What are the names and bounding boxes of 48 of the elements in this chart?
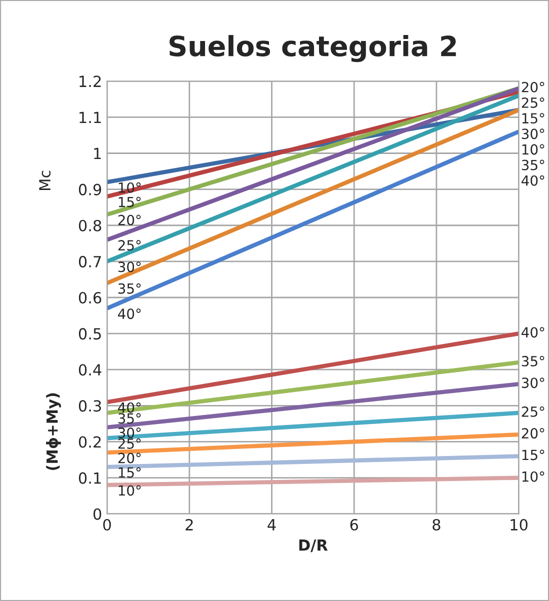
y-tick-label: 0.3: [78, 400, 101, 412]
text: 25°: [522, 97, 544, 108]
y-tick-label: 1.2: [80, 76, 101, 87]
series-label: 15°: [118, 196, 141, 208]
x-tick-label: 8: [432, 518, 440, 531]
y-tick-label: 0.2: [78, 436, 101, 448]
text: 35°: [522, 356, 544, 366]
y-axis-title: Mc: [39, 170, 51, 190]
text: 35°: [522, 160, 544, 170]
chart-title: Suelos categoria 2: [170, 35, 456, 62]
y-tick-label: 0.8: [78, 220, 102, 232]
series-label: 35°: [118, 283, 141, 294]
text: 30°: [522, 128, 544, 140]
series-label: 35°: [118, 413, 141, 424]
series-label: 25°: [118, 240, 141, 251]
series-label: 25°: [118, 438, 141, 449]
text: 10°: [522, 144, 544, 155]
y-tick-label: 0.1: [78, 472, 101, 484]
text: 30°: [522, 378, 544, 388]
y-tick-label: 1: [94, 148, 101, 160]
y-tick-label: 0.5: [78, 328, 101, 340]
x-axis-title: D/R: [299, 540, 328, 552]
y-tick-label: 0.7: [78, 256, 101, 268]
y-tick-label: 0.4: [78, 364, 102, 376]
x-tick-label: 6: [350, 518, 358, 531]
series-label: 20°: [522, 82, 544, 92]
text: (Mϕ+My): [46, 393, 61, 470]
series-label: 40°: [118, 308, 141, 320]
series-label: 30°: [118, 262, 141, 272]
text: 20°: [118, 214, 141, 226]
text: 10°: [522, 471, 544, 482]
series-label: 20°: [118, 452, 141, 464]
text: 25°: [522, 406, 544, 417]
text: 15°: [522, 450, 544, 460]
y-tick-label: 0: [93, 508, 102, 520]
text: 15°: [522, 113, 544, 124]
x-tick-label: 0: [103, 518, 111, 531]
series-label: 10°: [118, 485, 141, 496]
text: 40°: [522, 327, 544, 338]
x-tick-label: 4: [268, 519, 276, 530]
text: 40°: [522, 175, 544, 186]
series-label: 15°: [118, 467, 141, 478]
x-tick-label: 10: [510, 518, 528, 531]
y-tick-label: 1.1: [80, 112, 101, 123]
text: 20°: [522, 428, 544, 439]
y-tick-label: 0.9: [78, 184, 102, 196]
x-tick-label: 2: [186, 518, 193, 530]
y-tick-label: 0.6: [78, 292, 102, 304]
